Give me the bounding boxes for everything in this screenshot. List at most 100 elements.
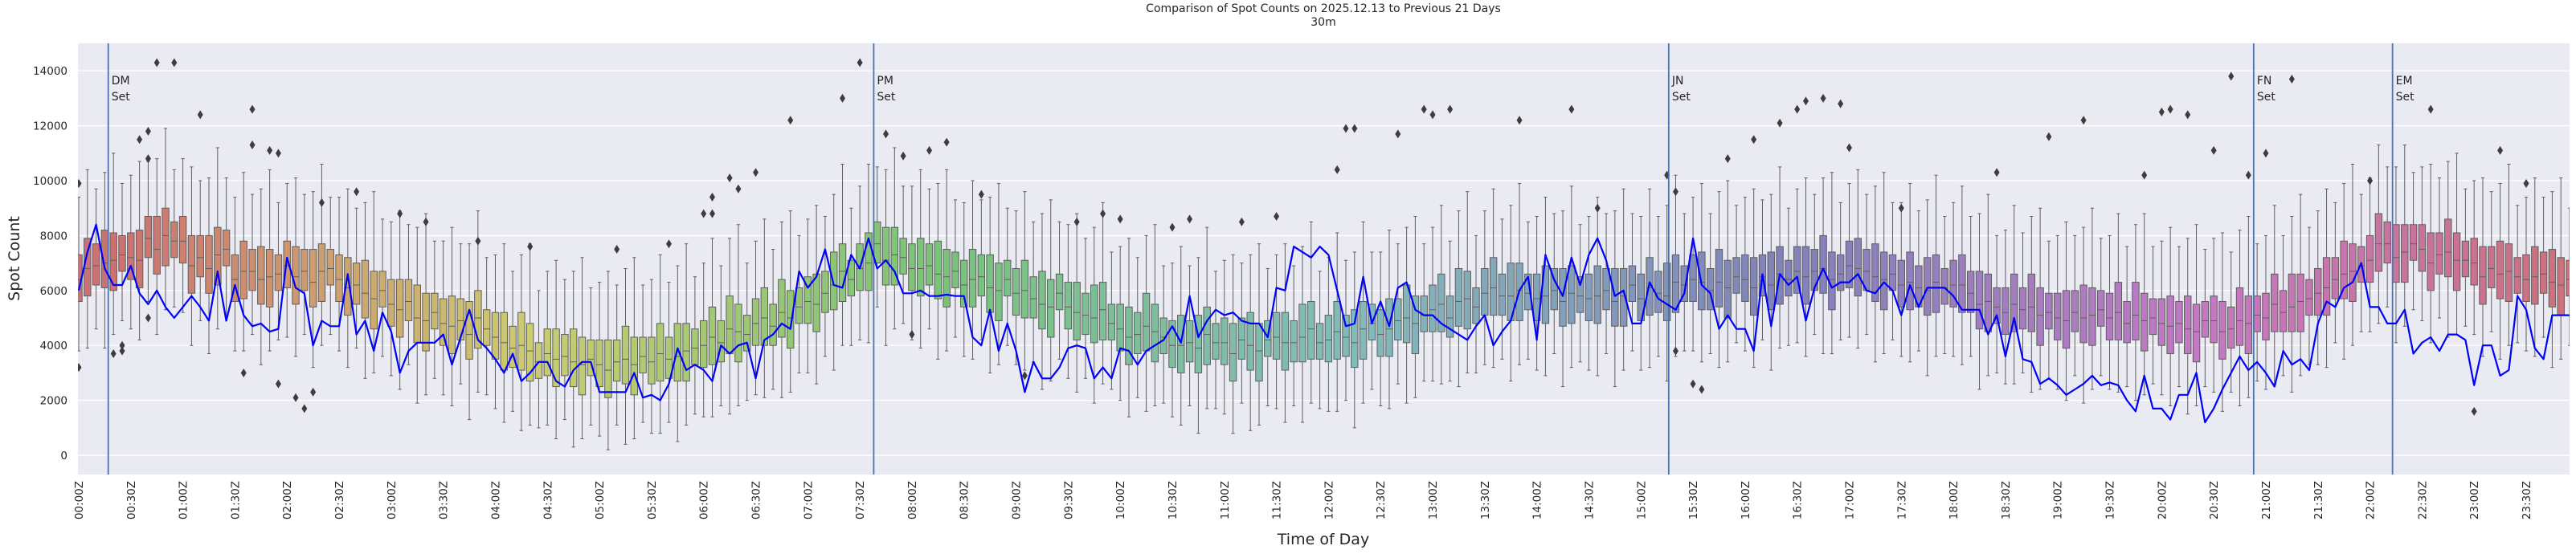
box [1064, 224, 1073, 379]
outlier-point [78, 178, 82, 188]
box [1125, 238, 1133, 417]
box-iqr [274, 254, 283, 291]
box [1984, 193, 1993, 377]
x-tick-label: 05:30Z [646, 481, 659, 519]
box-iqr [456, 298, 464, 340]
box [2166, 226, 2174, 406]
box-iqr [2340, 240, 2348, 299]
box-iqr [2027, 273, 2036, 332]
box-iqr [1568, 265, 1576, 324]
box-iqr [1351, 309, 1359, 369]
outlier-point [137, 135, 143, 145]
x-tick-label: 16:00Z [1740, 481, 1752, 519]
box-iqr [2088, 287, 2096, 346]
box-iqr [968, 249, 977, 308]
box [2123, 246, 2131, 388]
outlier-point [2471, 406, 2477, 416]
box-iqr [1029, 276, 1037, 319]
outlier-point [1802, 96, 1809, 106]
box [2444, 161, 2452, 338]
box [1828, 172, 1836, 355]
box [2427, 163, 2435, 344]
outlier-point [249, 104, 256, 114]
y-tick-labels: 0 2000 4000 6000 8000 10000 12000 14000 [33, 65, 67, 462]
box-iqr [2435, 232, 2443, 275]
box-iqr [257, 246, 265, 305]
box [2235, 230, 2244, 406]
box-iqr [717, 320, 726, 363]
current-day-line [78, 223, 2570, 424]
box [2279, 234, 2288, 377]
box [1055, 221, 1064, 360]
box-iqr [604, 339, 612, 398]
box-iqr [1333, 301, 1341, 360]
box-iqr [2105, 292, 2114, 340]
box-iqr [517, 312, 525, 371]
box [187, 166, 196, 346]
box [543, 271, 551, 426]
box-iqr [1315, 323, 1324, 360]
box [1445, 240, 1454, 382]
box [595, 282, 603, 437]
box-iqr [2244, 295, 2253, 355]
box [838, 163, 847, 346]
outlier-point [1672, 346, 1678, 356]
box [1801, 177, 1810, 357]
box-iqr [1429, 284, 1437, 332]
box-iqr [1298, 303, 1306, 363]
box [1151, 224, 1159, 406]
x-tick-label: 07:00Z [802, 481, 815, 519]
box-iqr [569, 328, 578, 388]
box [2557, 177, 2565, 360]
box-iqr [2418, 224, 2427, 272]
box [2461, 188, 2470, 327]
box [2114, 213, 2123, 393]
box [1272, 254, 1281, 409]
box-iqr [370, 271, 378, 330]
x-tick-label: 23:30Z [2521, 481, 2533, 519]
box [673, 265, 682, 442]
box-iqr [2010, 273, 2018, 332]
outlier-point [423, 217, 429, 226]
box [439, 240, 448, 396]
box [1246, 254, 1254, 431]
box [1481, 210, 1489, 365]
box-iqr [543, 328, 551, 377]
box [404, 224, 413, 365]
x-tick-label: 21:00Z [2260, 481, 2273, 519]
box [1038, 213, 1046, 390]
box-iqr [612, 339, 621, 382]
box [361, 202, 370, 379]
box-iqr [1290, 320, 1298, 363]
box-iqr [1055, 273, 1064, 311]
outlier-point [1117, 214, 1123, 224]
box [1949, 202, 1957, 357]
box [1871, 185, 1879, 363]
outlier-point [145, 154, 151, 164]
box [2062, 221, 2071, 401]
box [587, 287, 595, 426]
event-label: Set [2396, 91, 2415, 104]
box [1793, 188, 1801, 344]
boxes [78, 128, 2570, 450]
box-iqr [1975, 271, 1984, 330]
outlier-point [397, 209, 403, 218]
box [821, 215, 829, 357]
box [1376, 251, 1384, 406]
box-iqr [1185, 320, 1194, 363]
x-tick-label: 15:00Z [1635, 481, 1648, 519]
x-tick-label: 02:00Z [281, 481, 294, 519]
box-iqr [1801, 246, 1810, 305]
outlier-point [978, 189, 984, 199]
box-iqr [214, 226, 222, 286]
outlier-point [614, 245, 620, 255]
box-iqr [231, 254, 239, 303]
box [787, 210, 795, 393]
box-iqr [2201, 301, 2210, 338]
outlier-point [145, 313, 151, 323]
box [395, 210, 404, 390]
outlier-point [1073, 217, 1080, 226]
box-iqr [222, 230, 231, 267]
box-iqr [265, 249, 274, 308]
box [2010, 205, 2018, 385]
